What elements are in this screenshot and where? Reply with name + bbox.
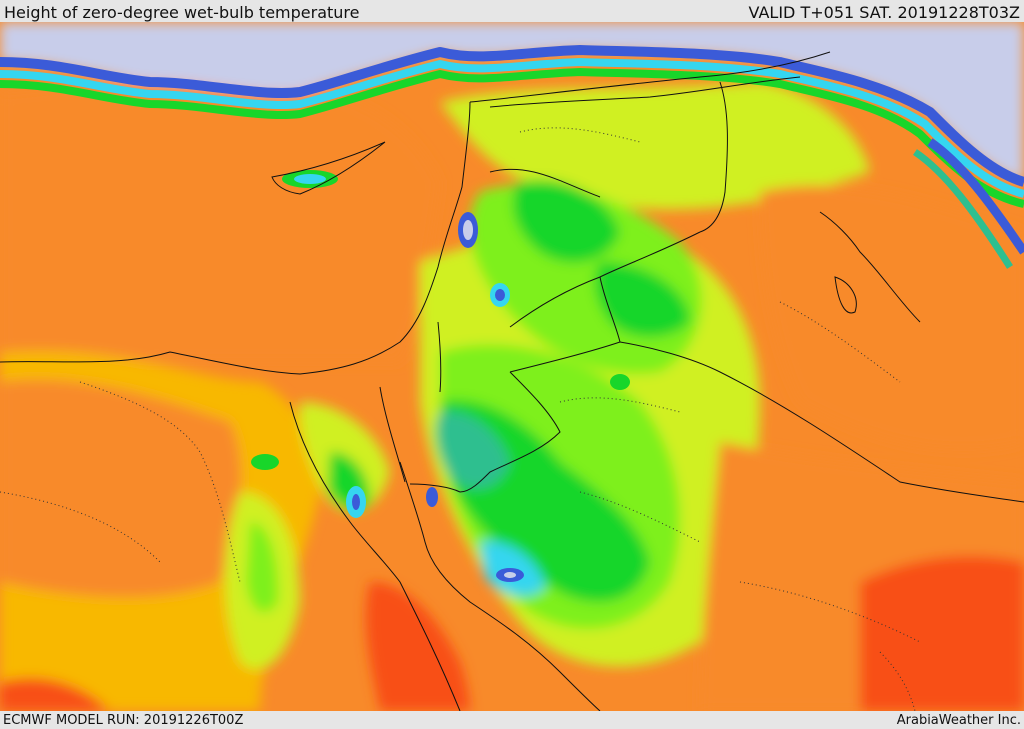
credit-label: ArabiaWeather Inc.	[896, 713, 1021, 728]
valid-time: VALID T+051 SAT. 20191228T03Z	[748, 3, 1020, 22]
temperature-field	[0, 22, 1024, 711]
header-bar: Height of zero-degree wet-bulb temperatu…	[0, 0, 1024, 22]
feature-blobs	[251, 170, 630, 582]
map-title: Height of zero-degree wet-bulb temperatu…	[4, 3, 360, 22]
footer-bar: ECMWF MODEL RUN: 20191226T00Z ArabiaWeat…	[0, 711, 1024, 729]
model-run: ECMWF MODEL RUN: 20191226T00Z	[3, 713, 244, 728]
province-borders	[0, 127, 921, 711]
forecast-map	[0, 22, 1024, 711]
cold-boundary	[0, 45, 1024, 269]
country-borders	[379, 76, 1024, 503]
coastlines	[0, 51, 921, 711]
